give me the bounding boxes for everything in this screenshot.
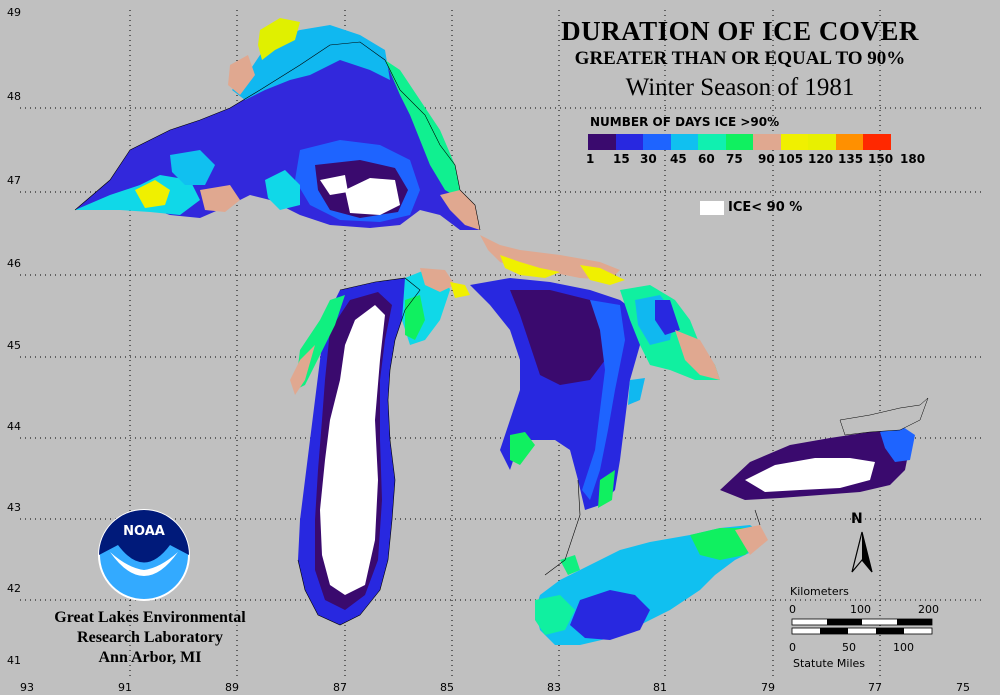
org-line1: Great Lakes Environmental bbox=[54, 609, 246, 626]
legend-tick-label: 90 bbox=[758, 152, 775, 166]
legend-tick-label: 120 bbox=[808, 152, 834, 166]
legend-swatch bbox=[808, 134, 836, 150]
latitude-label: 41 bbox=[7, 654, 21, 667]
longitude-label: 89 bbox=[225, 681, 239, 694]
ice-under-90-swatch bbox=[700, 201, 724, 215]
legend-tick-label: 135 bbox=[838, 152, 864, 166]
legend-title: NUMBER OF DAYS ICE >90% bbox=[590, 115, 780, 129]
longitude-label: 93 bbox=[20, 681, 34, 694]
legend-ticks: 1 15 30 45 60 75 90 105 120 135 150 180 bbox=[578, 152, 938, 168]
lake-erie bbox=[535, 525, 768, 645]
legend-swatch bbox=[780, 134, 808, 150]
lake-huron bbox=[470, 278, 720, 510]
scale-km-tick: 200 bbox=[918, 603, 939, 616]
legend-swatch bbox=[643, 134, 671, 150]
legend-tick-label: 60 bbox=[698, 152, 715, 166]
legend-swatch bbox=[615, 134, 643, 150]
ice-under-90-label: ICE< 90 % bbox=[728, 200, 803, 215]
org-line2: Research Laboratory bbox=[77, 629, 223, 646]
latitude-label: 49 bbox=[7, 6, 21, 19]
scale-mi-tick: 0 bbox=[789, 641, 796, 654]
scale-mi-tick: 50 bbox=[842, 641, 856, 654]
legend-color-bar bbox=[588, 134, 891, 150]
legend-swatch bbox=[753, 134, 781, 150]
legend-tick-label: 180 bbox=[900, 152, 926, 166]
longitude-label: 79 bbox=[761, 681, 775, 694]
latitude-label: 46 bbox=[7, 257, 21, 270]
legend-tick-label: 75 bbox=[726, 152, 743, 166]
latitude-label: 47 bbox=[7, 174, 21, 187]
title-line1: DURATION OF ICE COVER bbox=[561, 16, 919, 46]
legend-swatch bbox=[725, 134, 753, 150]
legend-tick-label: 105 bbox=[778, 152, 804, 166]
scale-mi-tick: 100 bbox=[893, 641, 914, 654]
longitude-label: 83 bbox=[547, 681, 561, 694]
scale-mi-label: Statute Miles bbox=[793, 657, 865, 670]
legend-swatch bbox=[670, 134, 698, 150]
lake-superior bbox=[75, 18, 480, 230]
latitude-label: 48 bbox=[7, 90, 21, 103]
north-label: N bbox=[851, 511, 863, 527]
longitude-label: 87 bbox=[333, 681, 347, 694]
legend-tick-label: 1 bbox=[586, 152, 595, 166]
legend-tick-label: 15 bbox=[613, 152, 630, 166]
longitude-label: 85 bbox=[440, 681, 454, 694]
legend-swatch bbox=[588, 134, 616, 150]
latitude-label: 42 bbox=[7, 582, 21, 595]
scale-bar-km bbox=[791, 618, 933, 626]
scale-km-label: Kilometers bbox=[790, 585, 849, 598]
legend-swatch bbox=[835, 134, 863, 150]
scale-bar-mi bbox=[791, 627, 933, 635]
noaa-logo-text: NOAA bbox=[123, 524, 165, 539]
longitude-label: 75 bbox=[956, 681, 970, 694]
latitude-label: 43 bbox=[7, 501, 21, 514]
svg-text:NOAA: NOAA bbox=[123, 524, 165, 539]
legend-tick-label: 45 bbox=[670, 152, 687, 166]
noaa-logo bbox=[98, 509, 190, 601]
organization-block: Great Lakes Environmental Research Labor… bbox=[20, 608, 280, 668]
north-arrow-icon bbox=[851, 531, 873, 573]
latitude-label: 44 bbox=[7, 420, 21, 433]
legend-tick-label: 150 bbox=[868, 152, 894, 166]
org-line3: Ann Arbor, MI bbox=[98, 649, 202, 666]
scale-km-tick: 100 bbox=[850, 603, 871, 616]
legend-tick-label: 30 bbox=[640, 152, 657, 166]
north-channel bbox=[480, 235, 625, 285]
title-line2: GREATER THAN OR EQUAL TO 90% bbox=[574, 48, 906, 69]
longitude-label: 81 bbox=[653, 681, 667, 694]
title-line3: Winter Season of 1981 bbox=[625, 74, 855, 101]
longitude-label: 91 bbox=[118, 681, 132, 694]
legend-swatch bbox=[863, 134, 891, 150]
legend-swatch bbox=[698, 134, 726, 150]
scale-km-tick: 0 bbox=[789, 603, 796, 616]
latitude-label: 45 bbox=[7, 339, 21, 352]
lake-ontario bbox=[720, 397, 929, 500]
coastlines bbox=[74, 41, 761, 626]
lake-michigan bbox=[290, 268, 470, 625]
longitude-label: 77 bbox=[868, 681, 882, 694]
